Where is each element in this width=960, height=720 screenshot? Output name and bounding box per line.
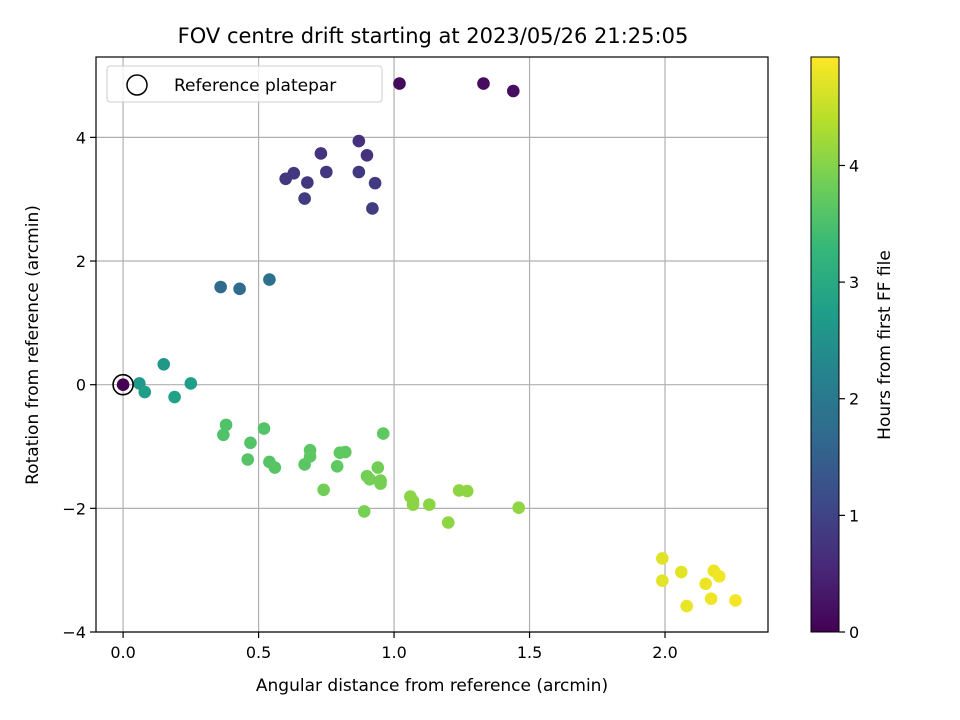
scatter-point (393, 77, 406, 90)
y-tick-label: 2 (76, 252, 86, 271)
plot-area-background (96, 57, 768, 632)
scatter-point (704, 592, 718, 605)
scatter-point (374, 477, 387, 490)
x-tick-label: 1.5 (517, 643, 542, 662)
scatter-point (712, 570, 726, 583)
y-tick-label: −2 (62, 499, 86, 518)
legend-box (106, 65, 383, 103)
scatter-point (357, 505, 371, 518)
colorbar-tick-label: 0 (849, 623, 859, 642)
colorbar-tick-label: 3 (849, 273, 859, 292)
colorbar-ticks: 0 1 2 3 4 (839, 156, 859, 642)
scatter-point (729, 594, 742, 607)
colorbar-tick-label: 2 (849, 390, 859, 409)
scatter-point (157, 357, 171, 371)
x-tick-label: 2.0 (652, 643, 677, 662)
reference-platepar-marker (112, 373, 134, 396)
reference-layer (112, 373, 134, 396)
scatter-point (287, 166, 301, 180)
colorbar-frame (810, 56, 840, 633)
scatter-point (352, 134, 366, 148)
y-axis-label: Rotation from reference (arcmin) (23, 205, 43, 485)
scatter-point (168, 390, 181, 404)
scatter-point (116, 378, 130, 391)
scatter-point (371, 461, 385, 474)
scatter-point (217, 428, 230, 442)
y-tick-label: 4 (76, 128, 86, 147)
legend: Reference platepar (106, 65, 383, 103)
x-tick-label: 1.0 (381, 643, 406, 662)
scatter-point (138, 385, 152, 399)
scatter-point (512, 501, 526, 515)
scatter-point (268, 461, 282, 474)
chart-title: FOV centre drift starting at 2023/05/26 … (178, 24, 689, 48)
scatter-point (244, 436, 257, 450)
scatter-point (298, 192, 311, 205)
scatter-point (301, 176, 314, 189)
colorbar: 0 1 2 3 4 Hours from first FF file (810, 56, 895, 642)
scatter-point (241, 453, 255, 466)
colorbar-tick-label: 1 (849, 506, 859, 525)
scatter-point (506, 84, 520, 98)
y-axis-ticks: −4 −2 0 2 4 (62, 128, 96, 642)
colorbar-tick-label: 4 (849, 156, 859, 175)
scatter-point (320, 165, 333, 179)
scatter-point (477, 77, 490, 90)
x-axis-ticks: 0.0 0.5 1.0 1.5 2.0 (110, 632, 678, 662)
x-axis-label: Angular distance from reference (arcmin) (256, 676, 608, 696)
scatter-point (656, 574, 669, 587)
scatter-point (368, 176, 382, 190)
scatter-point (422, 498, 436, 511)
colorbar-gradient (811, 57, 839, 632)
legend-entry-label: Reference platepar (174, 76, 336, 96)
scatter-point (366, 202, 379, 215)
scatter-point (263, 273, 276, 286)
scatter-point (219, 418, 233, 432)
y-tick-label: 0 (76, 376, 86, 395)
points-layer (116, 77, 742, 613)
scatter-point (406, 498, 420, 511)
y-tick-label: −4 (62, 623, 86, 642)
scatter-point (257, 422, 271, 435)
scatter-point (352, 165, 366, 179)
scatter-point (317, 483, 330, 497)
scatter-point (338, 445, 352, 459)
scatter-point (460, 484, 474, 498)
scatter-point (376, 427, 390, 440)
x-tick-label: 0.0 (110, 643, 135, 662)
scatter-point (699, 577, 712, 591)
legend-marker-open-circle (126, 74, 148, 96)
scatter-point (674, 565, 688, 579)
scatter-point (314, 147, 328, 160)
x-tick-label: 0.5 (246, 643, 271, 662)
scatter-point (680, 599, 694, 613)
scatter-point (184, 377, 198, 390)
scatter-point (330, 460, 344, 473)
scatter-point (233, 282, 246, 296)
scatter-point (441, 516, 455, 529)
plot-area-frame (95, 56, 769, 633)
scatter-point (360, 149, 374, 162)
scatter-point (363, 472, 376, 486)
scatter-point (656, 552, 669, 565)
colorbar-label: Hours from first FF file (875, 250, 895, 440)
scatter-point (303, 450, 317, 463)
scatter-point (214, 280, 227, 294)
